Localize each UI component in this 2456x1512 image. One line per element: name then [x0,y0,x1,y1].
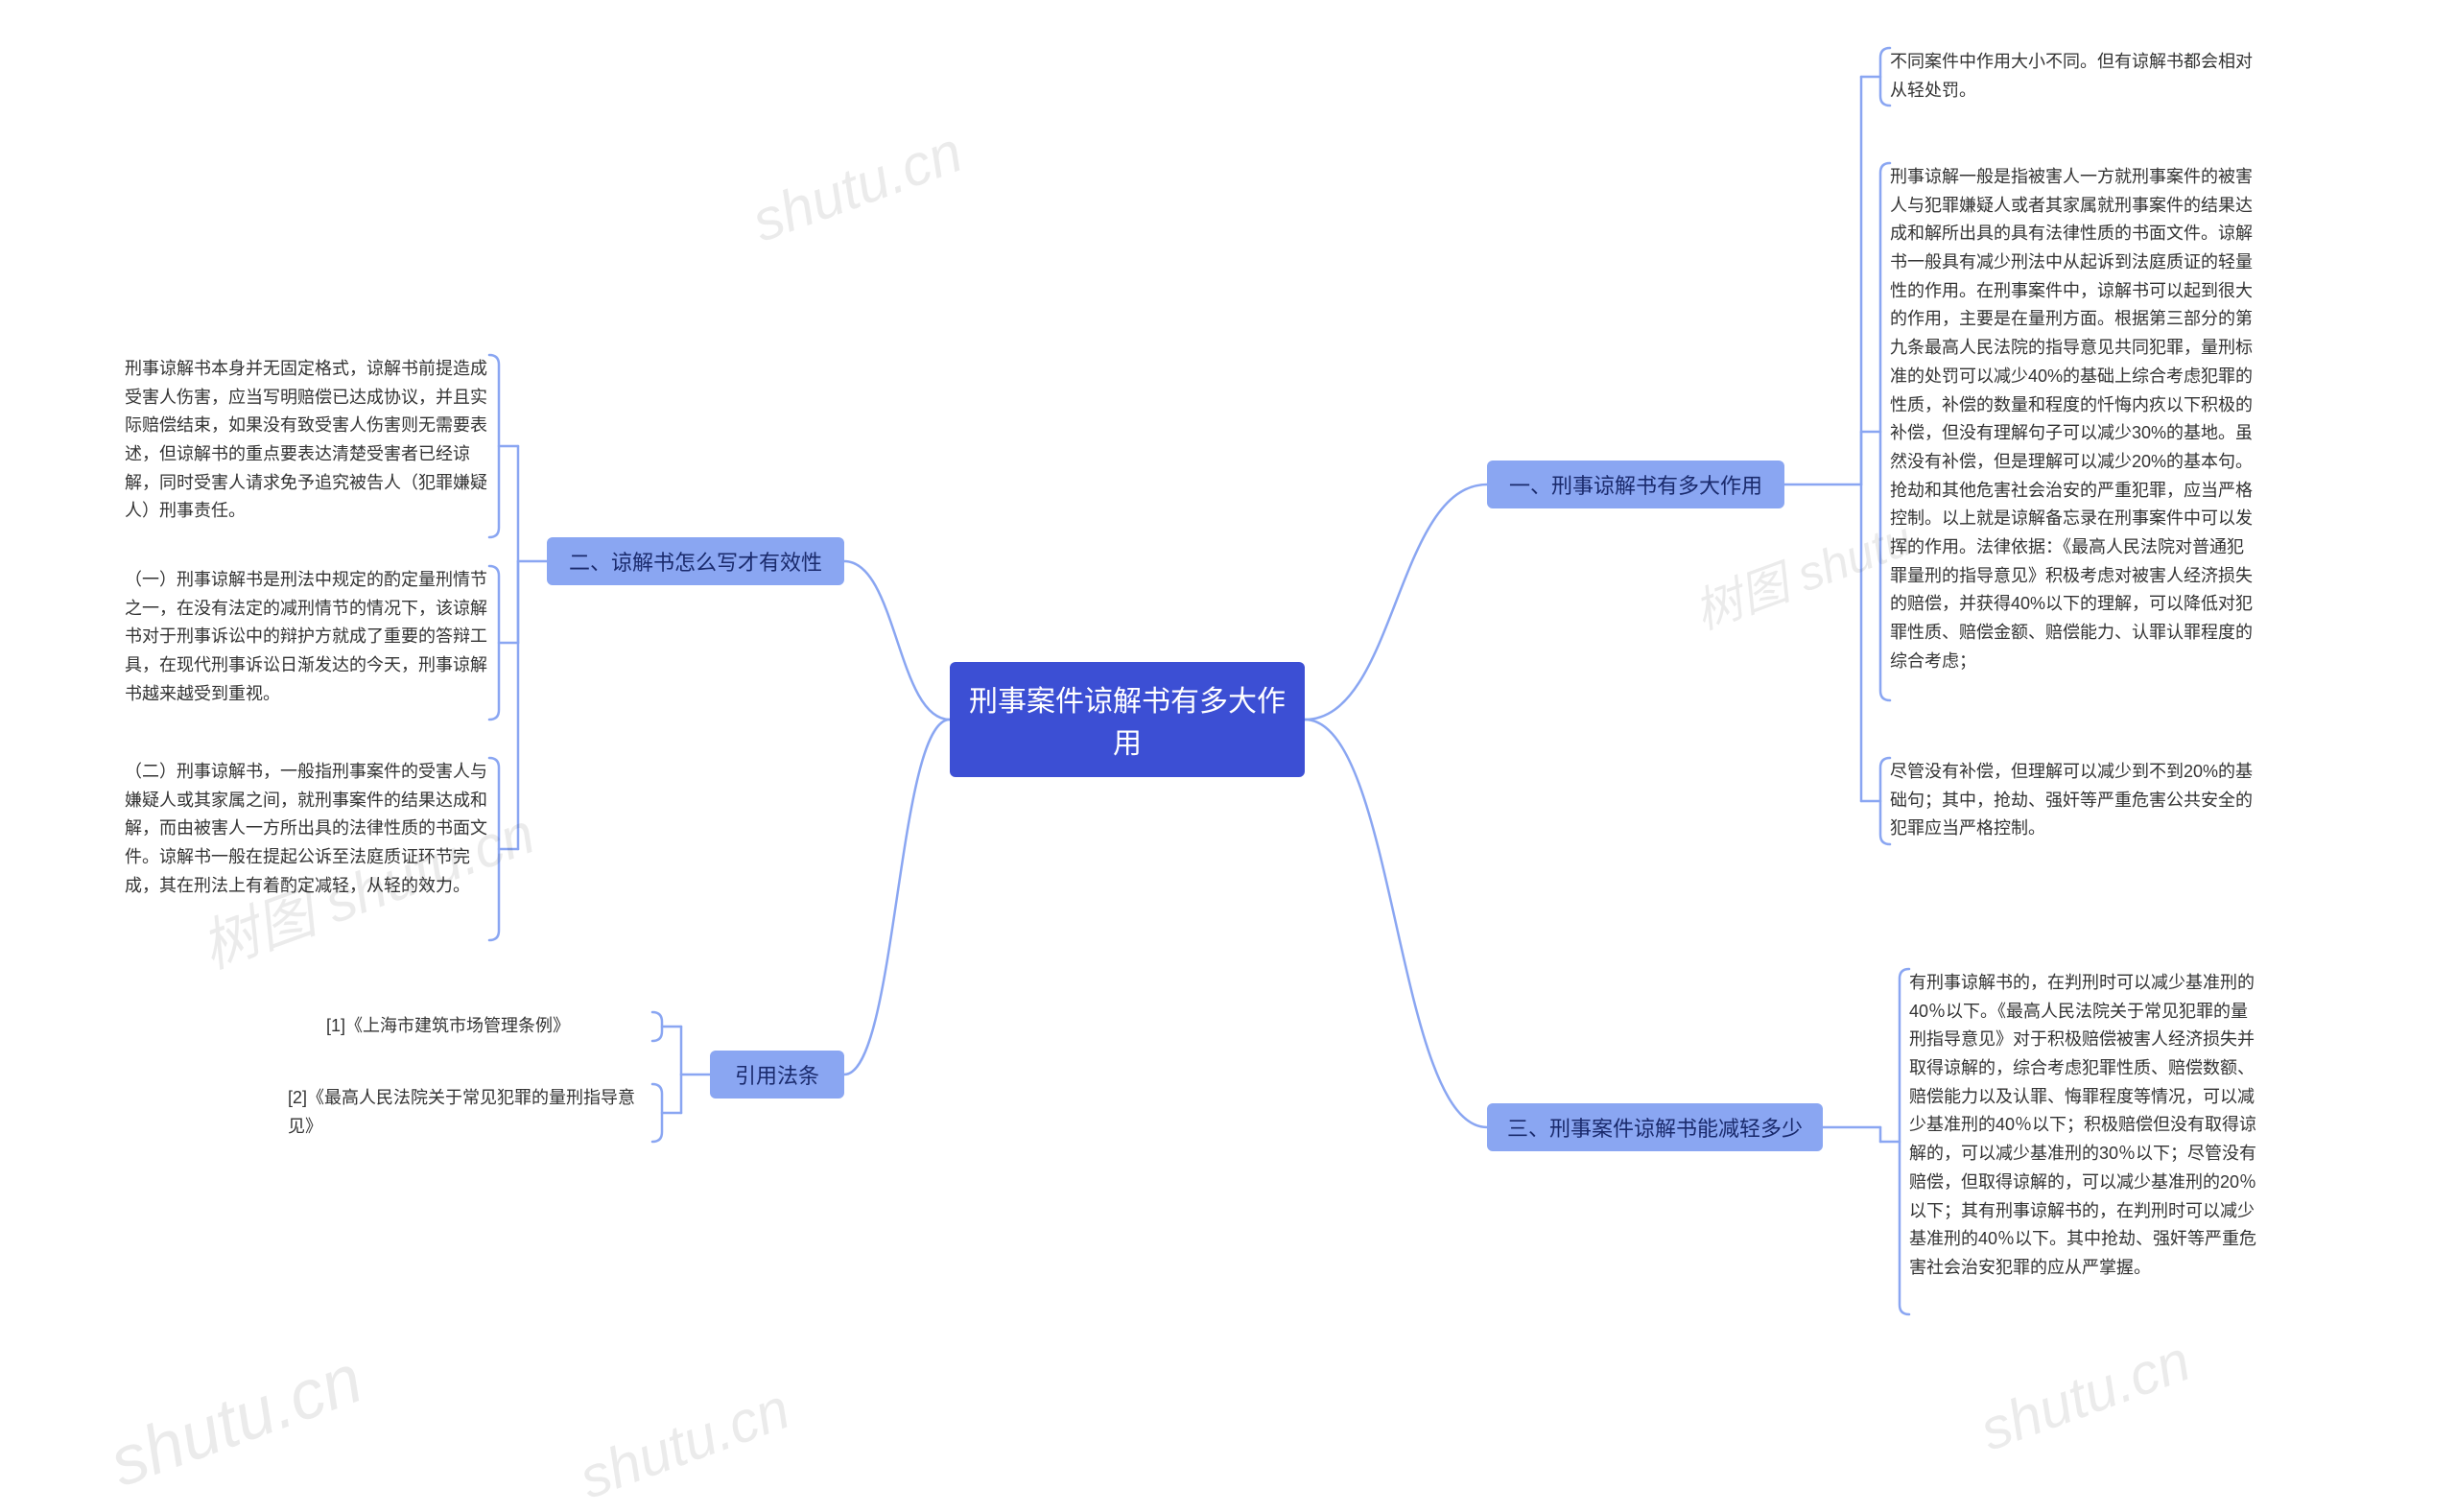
leaf-b2-3: （二）刑事谅解书，一般指刑事案件的受害人与嫌疑人或其家属之间，就刑事案件的结果达… [125,758,489,900]
leaf-ref-1: [1]《上海市建筑市场管理条例》 [326,1012,652,1041]
root-line1: 刑事案件谅解书有多大作 [969,677,1286,720]
leaf-b2-2: （一）刑事谅解书是刑法中规定的酌定量刑情节之一，在没有法定的减刑情节的情况下，该… [125,566,489,708]
leaf-b2-1: 刑事谅解书本身并无固定格式，谅解书前提造成受害人伤害，应当写明赔偿已达成协议，并… [125,355,489,526]
leaf-ref-2: [2]《最高人民法院关于常见犯罪的量刑指导意见》 [288,1084,652,1141]
root-line2: 用 [969,720,1286,762]
leaf-b1-1: 不同案件中作用大小不同。但有谅解书都会相对从轻处罚。 [1890,48,2255,105]
branch-node-2: 二、谅解书怎么写才有效性 [547,537,844,585]
branch-node-3: 三、刑事案件谅解书能减轻多少 [1487,1103,1823,1151]
branch-node-ref: 引用法条 [710,1051,844,1099]
root-node: 刑事案件谅解书有多大作 用 [950,662,1305,777]
leaf-b1-3: 尽管没有补偿，但理解可以减少到不到20%的基础句；其中，抢劫、强奸等严重危害公共… [1890,758,2255,843]
leaf-b1-2: 刑事谅解一般是指被害人一方就刑事案件的被害人与犯罪嫌疑人或者其家属就刑事案件的结… [1890,163,2255,675]
branch-node-1: 一、刑事谅解书有多大作用 [1487,461,1784,508]
leaf-b3-1: 有刑事谅解书的，在判刑时可以减少基准刑的40％以下。《最高人民法院关于常见犯罪的… [1909,969,2264,1283]
